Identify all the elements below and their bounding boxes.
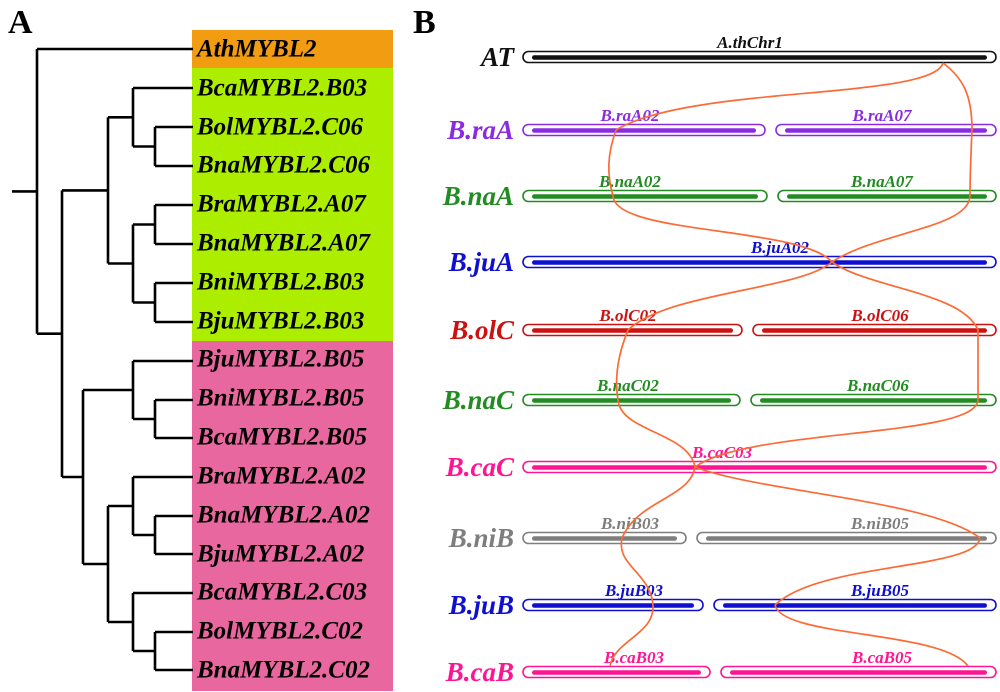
synteny-link [612, 195, 833, 263]
chromosome-label: B.naA02 [598, 172, 661, 191]
leaf-label: AthMYBL2 [197, 35, 317, 63]
chromosome-bar-core [760, 398, 987, 403]
synteny-link [831, 261, 979, 331]
synteny-link [694, 466, 981, 539]
chromosome-bar-core [730, 670, 987, 675]
leaf-label: BolMYBL2.C06 [197, 113, 363, 141]
chromosome-label: B.caB03 [603, 648, 664, 667]
genome-label: B.naA [442, 181, 514, 211]
leaf-label: BnaMYBL2.A07 [197, 229, 370, 257]
chromosome-label: B.niB03 [600, 514, 660, 533]
chromosome-bar-core [532, 536, 677, 541]
chromosome-label: B.caC03 [691, 443, 752, 462]
chromosome-label: B.olC06 [850, 306, 909, 325]
synteny-link [615, 62, 944, 131]
chromosome-label: B.juB05 [850, 581, 910, 600]
genome-label: AT [479, 42, 516, 72]
synteny-link [620, 537, 654, 606]
leaf-label: BnaMYBL2.C06 [197, 151, 370, 179]
synteny-link [774, 537, 981, 606]
clade-band [192, 68, 393, 341]
leaf-label: BcaMYBL2.B05 [197, 423, 368, 451]
genome-label: B.juB [448, 590, 514, 620]
chromosome-label: B.naC02 [596, 376, 659, 395]
clade-band [192, 341, 393, 691]
chromosome-bar-core [532, 128, 756, 133]
chromosome-bar-core [532, 328, 733, 333]
chromosome-label: B.juA02 [750, 238, 810, 257]
panel-a-label: A [8, 4, 33, 41]
chromosome-label: B.juB03 [604, 581, 664, 600]
chromosome-label: B.raA07 [851, 106, 913, 125]
genome-label: B.caB [445, 657, 514, 687]
chromosome-bar-core [532, 398, 731, 403]
leaf-label: BniMYBL2.B03 [197, 268, 365, 296]
leaf-label: BraMYBL2.A02 [197, 462, 366, 490]
leaf-label: BjuMYBL2.A02 [197, 540, 365, 568]
chromosome-label: B.caB05 [851, 648, 912, 667]
synteny-link [627, 261, 833, 331]
genome-label: B.naC [442, 385, 515, 415]
genome-label: B.juA [448, 247, 514, 277]
chromosome-bar-core [532, 465, 987, 470]
chromosome-label: B.niB05 [850, 514, 910, 533]
leaf-label: BcaMYBL2.C03 [197, 578, 368, 606]
leaf-label: BcaMYBL2.B03 [197, 74, 368, 102]
chromosome-bar-core [532, 670, 701, 675]
chromosome-bar-core [532, 194, 758, 199]
genome-label: B.niB [448, 523, 514, 553]
synteny-link [942, 62, 973, 131]
genome-label: B.caC [445, 452, 515, 482]
leaf-label: BniMYBL2.B05 [197, 384, 365, 412]
leaf-label: BnaMYBL2.C02 [197, 656, 370, 684]
genome-label: B.olC [449, 315, 515, 345]
chromosome-bar-core [723, 603, 987, 608]
synteny-link [615, 329, 629, 401]
chromosome-bar-core [762, 328, 987, 333]
synteny-link [609, 604, 654, 667]
chromosome-bar-core [532, 55, 987, 60]
synteny-links [607, 62, 981, 667]
chromosome-bar-core [785, 128, 987, 133]
leaf-label: BraMYBL2.A07 [197, 190, 366, 218]
clade-bands [192, 30, 393, 691]
panel-b-label: B [413, 4, 436, 41]
chromosome-bar-core [706, 536, 987, 541]
synteny-link [774, 604, 969, 667]
chromosome-bar-core [787, 194, 987, 199]
synteny-link [694, 399, 979, 468]
chromosome-label: B.naA07 [850, 172, 914, 191]
tree-branches [12, 47, 193, 672]
chromosome-label: B.raA02 [599, 106, 660, 125]
chromosome-label: B.naC06 [846, 376, 909, 395]
synteny-link [607, 129, 617, 197]
leaf-label: BjuMYBL2.B03 [197, 307, 365, 335]
chromosome-label: B.olC02 [598, 306, 657, 325]
clade-band [192, 30, 393, 68]
synteny-link [621, 466, 696, 539]
leaf-label: BolMYBL2.C02 [197, 617, 363, 645]
chromosome-bar-core [532, 260, 987, 265]
synteny-link [617, 399, 696, 468]
synteny-link [831, 195, 971, 263]
chromosome-label: A.thChr1 [716, 33, 783, 52]
chromosome-labels: A.thChr1 B.raA02 B.raA07 B.naA02 B.naA07 B.ju… [596, 33, 914, 667]
genome-labels: AT B.raA B.naA B.juA B.olC B.naC B.caC B.niB B.j… [442, 42, 516, 687]
chromosome-bars [522, 50, 997, 679]
leaf-label: BnaMYBL2.A02 [197, 501, 370, 529]
genome-label: B.raA [446, 115, 514, 145]
chromosome-bar-core [532, 603, 694, 608]
synteny-link [969, 129, 973, 197]
leaf-label: BjuMYBL2.B05 [197, 345, 365, 373]
